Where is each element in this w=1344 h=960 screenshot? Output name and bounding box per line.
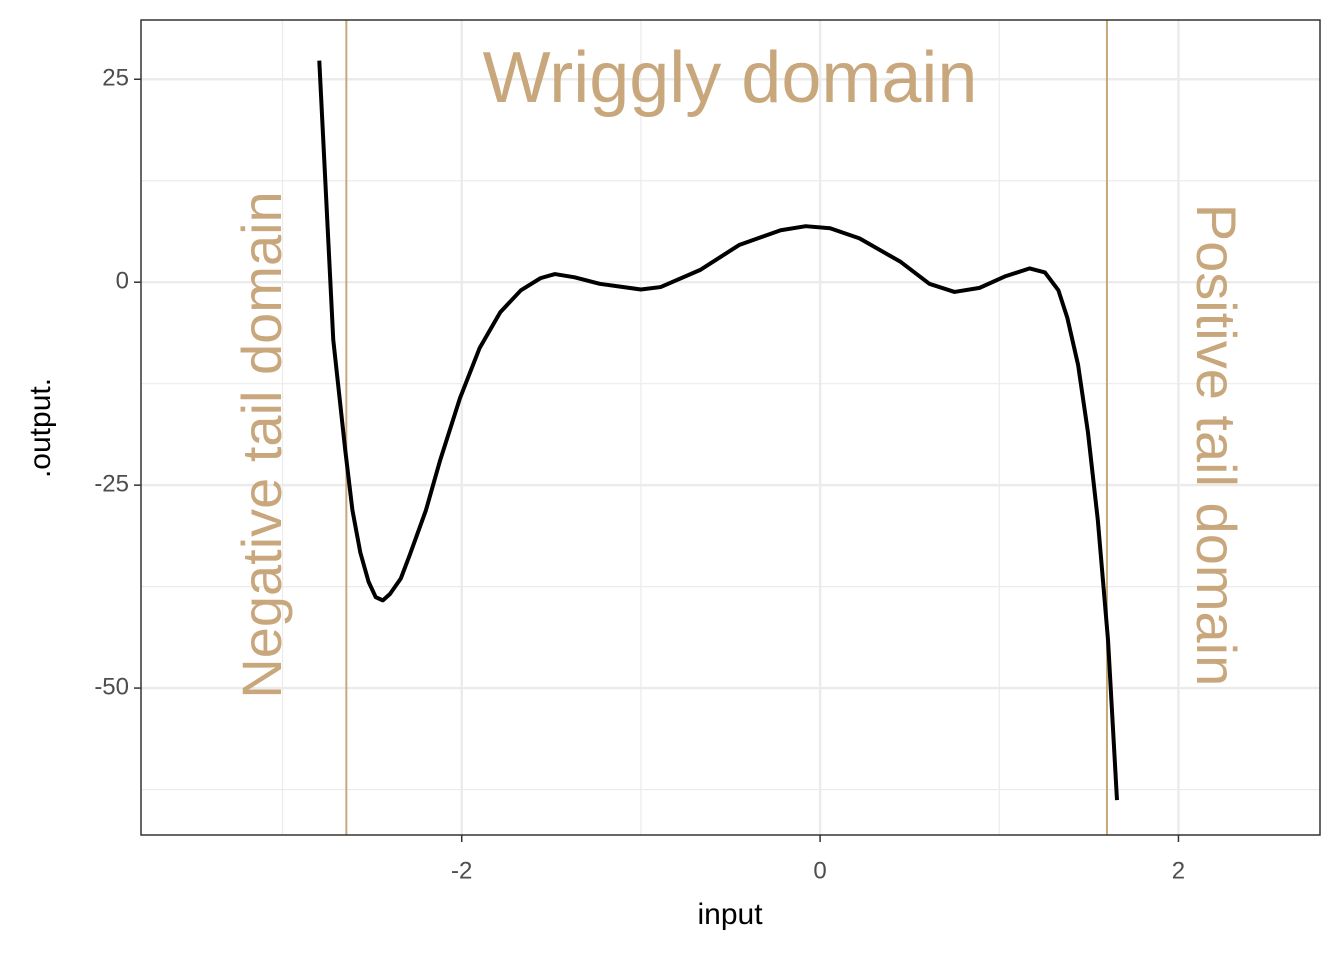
x-tick-label: -2 bbox=[451, 857, 472, 884]
grid bbox=[141, 20, 1320, 835]
annotation: Wriggly domain bbox=[483, 38, 978, 118]
panel-border bbox=[140, 19, 1321, 836]
y-tick-label: 0 bbox=[116, 268, 129, 295]
line bbox=[317, 60, 1119, 801]
marks bbox=[317, 20, 1119, 835]
y-axis-title: .output. bbox=[24, 378, 57, 478]
annotation: Positive tail domain bbox=[1185, 204, 1248, 686]
annotation: Negative tail domain bbox=[230, 191, 293, 698]
y-tick-label: -25 bbox=[94, 470, 129, 497]
y-tick-label: -50 bbox=[94, 673, 129, 700]
x-tick-label: 0 bbox=[813, 857, 826, 884]
x-axis-title: input bbox=[697, 898, 763, 931]
x-tick-label: 2 bbox=[1172, 857, 1185, 884]
y-tick-label: 25 bbox=[102, 65, 129, 92]
